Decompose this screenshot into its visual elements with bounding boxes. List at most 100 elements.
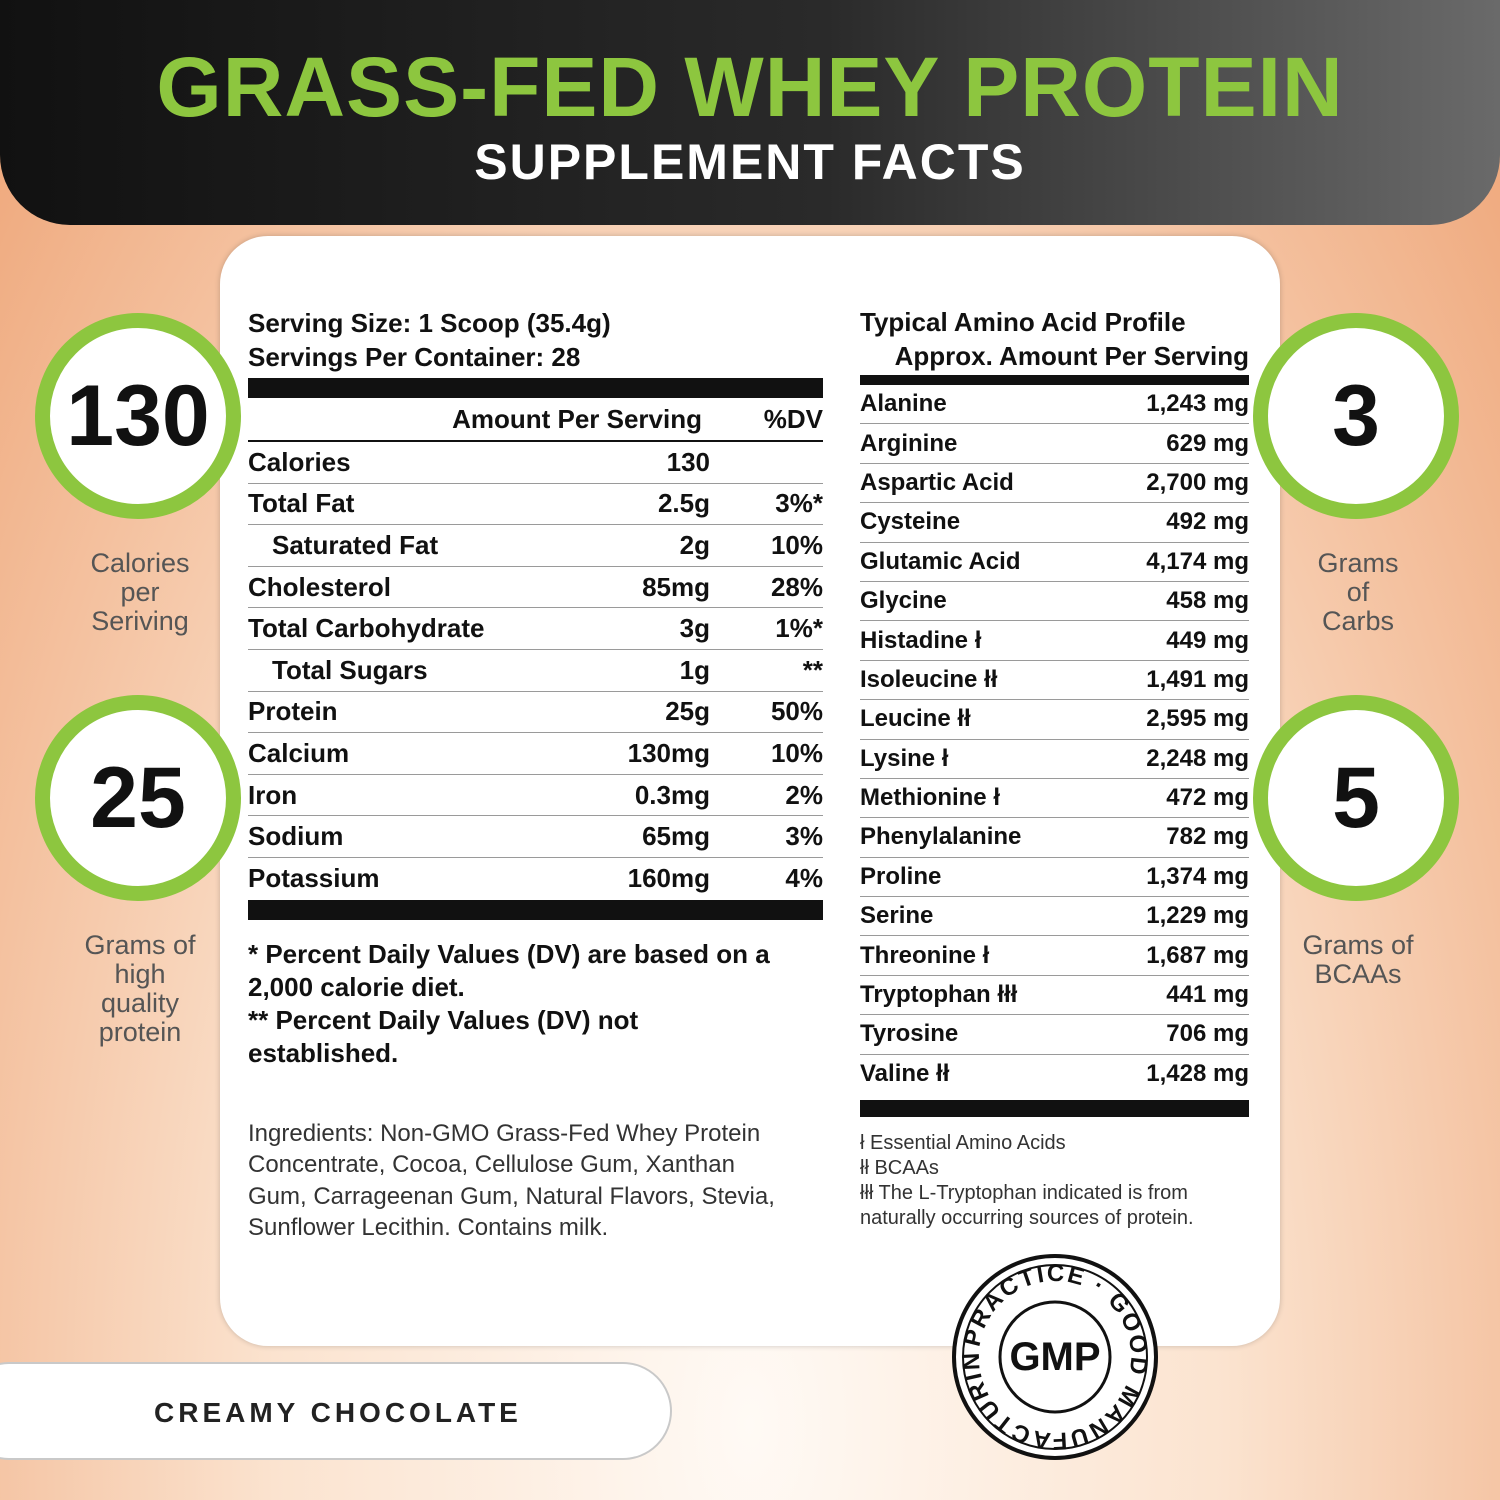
amino-row: Lysine ł 2,248 mg xyxy=(860,740,1249,779)
amino-acid: Threonine ł xyxy=(860,941,990,969)
amino-row: Proline 1,374 mg xyxy=(860,858,1249,898)
amino-amount: 2,700 mg xyxy=(1146,468,1249,496)
amino-notes: ł Essential Amino Acids łł BCAAs łłł The L… xyxy=(860,1131,1249,1231)
seal-center: GMP xyxy=(1009,1335,1100,1379)
badge-line: protein xyxy=(98,1017,182,1047)
amino-amount: 1,374 mg xyxy=(1146,862,1249,890)
nutrient-rows: Calories 130 Total Fat 2.5g 3%* Saturated Fat… xyxy=(248,442,823,900)
amount: 25g xyxy=(665,696,710,727)
badge-line: BCAAs xyxy=(1314,959,1402,989)
nutrient: Total Fat xyxy=(248,488,355,519)
dv: 1%* xyxy=(775,613,823,644)
nutrient: Cholesterol xyxy=(248,571,392,602)
amino-subtitle: Approx. Amount Per Serving xyxy=(894,341,1249,371)
amino-amount: 782 mg xyxy=(1166,823,1249,851)
amino-row: Tyrosine 706 mg xyxy=(860,1015,1249,1055)
nutrient: Protein xyxy=(248,696,338,727)
amino-amount: 629 mg xyxy=(1166,429,1249,457)
amino-amount: 4,174 mg xyxy=(1146,547,1249,575)
amino-rows: Alanine 1,243 mg Arginine 629 mg Aspartic Ac… xyxy=(860,385,1249,1094)
facts-panel xyxy=(220,236,1280,1346)
badge-line: high xyxy=(114,959,166,989)
nutrient-row: Potassium 160mg 4% xyxy=(248,858,823,900)
amount: 1g xyxy=(679,654,710,685)
amino-row: Histadine ł 449 mg xyxy=(860,621,1249,661)
badge-line: of xyxy=(1346,577,1370,607)
amount: 130 xyxy=(666,446,710,477)
dv: 2% xyxy=(785,779,823,810)
badge-number: 130 xyxy=(35,313,241,519)
nutrient: Total Sugars xyxy=(272,654,428,685)
amino-acid: Cysteine xyxy=(860,508,961,536)
nutrient: Sodium xyxy=(248,821,344,852)
rule xyxy=(860,375,1249,385)
amino-row: Valine łł 1,428 mg xyxy=(860,1055,1249,1094)
amino-acid: Lysine ł xyxy=(860,744,949,772)
amount: 3g xyxy=(679,613,710,644)
servings: Servings Per Container: 28 xyxy=(248,342,581,372)
amino-acid: Alanine xyxy=(860,390,947,418)
badge: 3 Grams of Carbs xyxy=(1253,313,1463,636)
footnotes: * Percent Daily Values (DV) are based on… xyxy=(248,938,823,1070)
amino-row: Glycine 458 mg xyxy=(860,582,1249,622)
badge-number: 3 xyxy=(1253,313,1459,519)
amino-amount: 1,229 mg xyxy=(1146,902,1249,930)
amino-amount: 1,687 mg xyxy=(1146,941,1249,969)
badge-line: Seriving xyxy=(91,606,189,636)
badge-line: quality xyxy=(100,988,180,1018)
amino-acid: Proline xyxy=(860,862,942,890)
amino-row: Isoleucine łł 1,491 mg xyxy=(860,661,1249,701)
amount: 85mg xyxy=(642,571,710,602)
supplement-facts: Serving Size: 1 Scoop (35.4g) Servings P… xyxy=(248,306,823,1244)
amino-amount: 706 mg xyxy=(1166,1020,1249,1048)
amino-row: Serine 1,229 mg xyxy=(860,897,1249,937)
badge: 5 Grams of BCAAs xyxy=(1253,695,1463,989)
amino-acid: Phenylalanine xyxy=(860,823,1022,851)
amino-row: Tryptophan łłł 441 mg xyxy=(860,976,1249,1016)
amino-row: Methionine ł 472 mg xyxy=(860,779,1249,819)
nutrient-row: Total Fat 2.5g 3%* xyxy=(248,484,823,526)
nutrient: Saturated Fat xyxy=(272,529,439,560)
nutrient: Iron xyxy=(248,779,298,810)
amino-acid: Tyrosine xyxy=(860,1020,959,1048)
amino-title: Typical Amino Acid Profile xyxy=(860,307,1186,337)
nutrient-row: Iron 0.3mg 2% xyxy=(248,775,823,817)
nutrient-row: Calories 130 xyxy=(248,442,823,484)
amino-acid: Glycine xyxy=(860,587,947,615)
badge-line: per xyxy=(120,577,160,607)
dv: ** xyxy=(802,654,823,685)
dv: 10% xyxy=(770,737,823,768)
table-header: Amount Per Serving %DV xyxy=(248,398,823,442)
amount: 65mg xyxy=(642,821,710,852)
amount: 160mg xyxy=(627,863,710,894)
amino-amount: 1,428 mg xyxy=(1146,1060,1249,1088)
amino-amount: 1,243 mg xyxy=(1146,390,1249,418)
amino-row: Glutamic Acid 4,174 mg xyxy=(860,543,1249,582)
amino-acid: Glutamic Acid xyxy=(860,547,1021,575)
amino-row: Arginine 629 mg xyxy=(860,424,1249,464)
badge-line: Calories xyxy=(90,548,190,578)
amino-amount: 458 mg xyxy=(1166,587,1249,615)
serving-size: Serving Size: 1 Scoop (35.4g) xyxy=(248,308,611,338)
badge-line: Grams xyxy=(1317,548,1399,578)
badge: 130 Calories per Seriving xyxy=(35,313,245,636)
flavor-pill: CREAMY CHOCOLATE xyxy=(0,1362,672,1460)
amino-row: Threonine ł 1,687 mg xyxy=(860,936,1249,976)
badge: 25 Grams of high quality protein xyxy=(35,695,245,1047)
amino-amount: 2,595 mg xyxy=(1146,705,1249,733)
dv: 10% xyxy=(770,529,823,560)
amino-row: Leucine łł 2,595 mg xyxy=(860,700,1249,740)
amino-amount: 441 mg xyxy=(1166,981,1249,1009)
amino-row: Phenylalanine 782 mg xyxy=(860,818,1249,858)
amino-amount: 472 mg xyxy=(1166,784,1249,812)
rule xyxy=(248,378,823,398)
amino-note: łł BCAAs xyxy=(860,1157,939,1180)
badge-label: Grams of Carbs xyxy=(1253,549,1463,636)
amino-acid: Serine xyxy=(860,902,934,930)
subtitle: SUPPLEMENT FACTS xyxy=(474,134,1026,190)
nutrient-row: Calcium 130mg 10% xyxy=(248,733,823,775)
nutrient-row: Protein 25g 50% xyxy=(248,692,823,734)
flavor: CREAMY CHOCOLATE xyxy=(154,1397,522,1428)
